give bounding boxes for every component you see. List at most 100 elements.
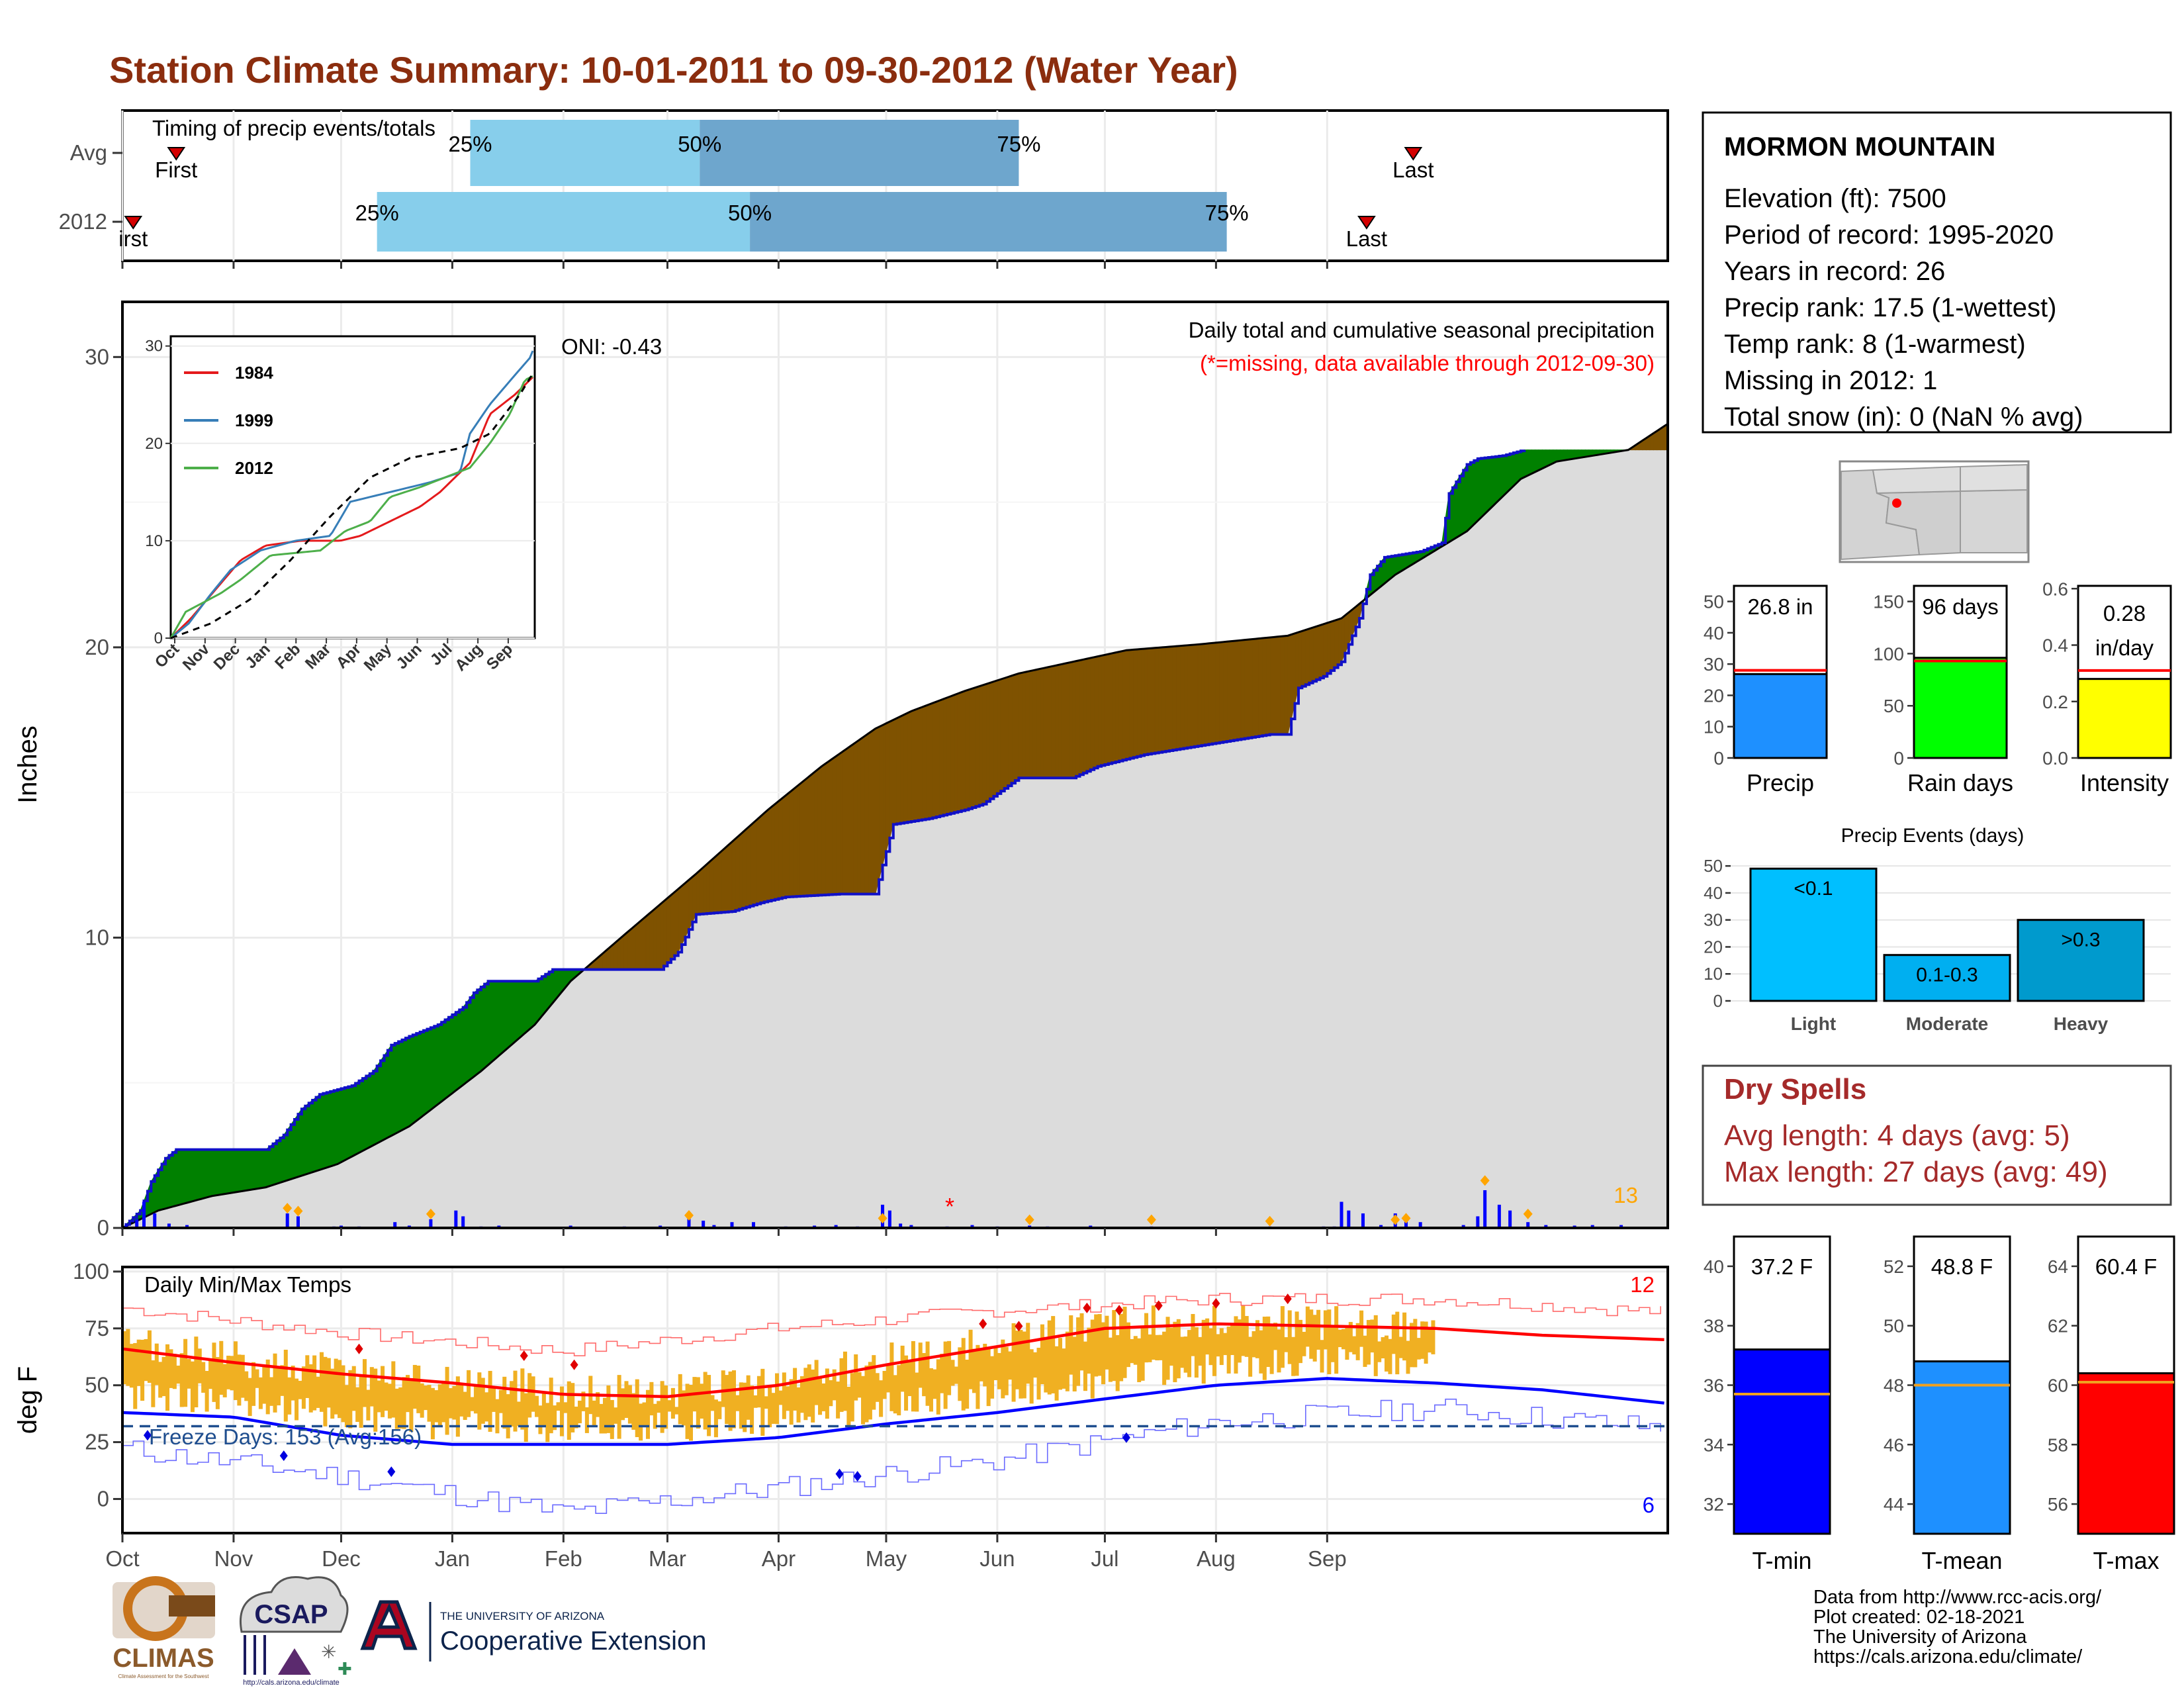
record-high-marker bbox=[1115, 1305, 1124, 1316]
deficit-segment bbox=[1187, 644, 1191, 749]
event-bar-label: 0.1-0.3 bbox=[1916, 964, 1978, 986]
deficit-segment bbox=[936, 700, 940, 818]
temp-range-bar bbox=[836, 1382, 841, 1419]
surplus-segment bbox=[208, 1149, 212, 1197]
temp-range-bar bbox=[1402, 1312, 1407, 1361]
temp-range-bar bbox=[212, 1342, 216, 1402]
surplus-segment bbox=[172, 1149, 177, 1207]
avg-tmin-line bbox=[122, 1377, 1664, 1446]
deficit-segment bbox=[1338, 618, 1342, 666]
surplus-segment bbox=[402, 1037, 406, 1131]
temperature-summary-bars: 32 34 36 38 40 37.2 F T-min 44 46 48 50 52 48.8 F T-m… bbox=[1704, 1235, 2175, 1574]
temp-range-bar bbox=[176, 1365, 181, 1384]
snow-event-marker bbox=[1024, 1214, 1034, 1225]
temp-bar-label: T-min bbox=[1752, 1547, 1812, 1574]
precip-bar bbox=[1379, 1225, 1383, 1228]
deficit-segment bbox=[943, 697, 948, 816]
surplus-segment bbox=[258, 1149, 263, 1189]
temp-range-bar bbox=[355, 1387, 360, 1422]
snow-event-marker bbox=[426, 1208, 435, 1219]
precip-bar bbox=[429, 1219, 433, 1228]
temp-range-bar bbox=[922, 1352, 927, 1397]
deficit-segment bbox=[1201, 643, 1206, 746]
deficit-segment bbox=[1058, 663, 1062, 778]
surplus-segment bbox=[459, 1006, 464, 1089]
first-event-label: First bbox=[155, 158, 197, 182]
deficit-segment bbox=[627, 927, 632, 970]
temp-range-bar bbox=[768, 1385, 772, 1428]
temp-range-bar bbox=[416, 1365, 421, 1413]
deficit-segment bbox=[921, 705, 927, 820]
surplus-segment bbox=[1535, 449, 1539, 473]
temp-range-bar bbox=[1370, 1319, 1375, 1353]
surplus-segment bbox=[193, 1149, 199, 1201]
temp-range-bar bbox=[538, 1405, 543, 1434]
surplus-segment bbox=[473, 989, 478, 1078]
month-label: Feb bbox=[545, 1546, 582, 1571]
temp-range-bar bbox=[1040, 1324, 1044, 1385]
surplus-segment bbox=[398, 1039, 403, 1133]
mini-y-tick-label: 10 bbox=[1704, 717, 1724, 737]
month-axis: Oct Nov Dec Jan Feb Mar Apr May Jun Jul Aug Sep bbox=[105, 261, 1347, 1571]
temp-range-bar bbox=[829, 1380, 833, 1407]
temp-range-bar bbox=[778, 1390, 783, 1405]
surplus-segment bbox=[362, 1075, 367, 1152]
snow-event-marker bbox=[878, 1213, 887, 1224]
surplus-segment bbox=[477, 986, 482, 1075]
deficit-segment bbox=[792, 786, 797, 897]
temp-range-bar bbox=[965, 1360, 970, 1409]
temp-range-bar bbox=[958, 1347, 962, 1401]
timing-title: Timing of precip events/totals bbox=[152, 116, 435, 140]
temp-range-bar bbox=[366, 1389, 371, 1421]
temp-range-bar bbox=[556, 1402, 561, 1411]
deficit-segment bbox=[1075, 659, 1081, 777]
surplus-segment bbox=[394, 1041, 399, 1135]
cold-days-count: 6 bbox=[1643, 1493, 1655, 1517]
inset-series-line bbox=[170, 350, 534, 639]
deficit-segment bbox=[1169, 646, 1173, 751]
deficit-segment bbox=[946, 696, 951, 815]
temp-y-tick-label: 48 bbox=[1884, 1376, 1904, 1396]
deficit-segment bbox=[1090, 657, 1095, 771]
snow-event-marker bbox=[283, 1203, 293, 1214]
deficit-segment bbox=[1047, 666, 1052, 778]
temp-range-bar bbox=[240, 1354, 245, 1398]
temp-range-bar bbox=[1130, 1338, 1134, 1364]
precip-bar bbox=[153, 1213, 157, 1228]
temp-range-bar bbox=[237, 1354, 242, 1406]
record-low-line bbox=[122, 1398, 1661, 1514]
temp-range-bar bbox=[1148, 1334, 1152, 1362]
temp-range-bar bbox=[122, 1331, 127, 1385]
temp-range-bar bbox=[369, 1367, 374, 1407]
deficit-segment bbox=[739, 831, 743, 910]
deficit-segment bbox=[857, 737, 862, 895]
record-high-marker bbox=[570, 1359, 578, 1370]
events-y-tick-label: 20 bbox=[1704, 937, 1723, 957]
surplus-segment bbox=[513, 980, 518, 1045]
climas-logo-text: CLIMAS bbox=[113, 1644, 214, 1673]
temp-range-bar bbox=[427, 1385, 432, 1422]
surplus-segment bbox=[377, 1059, 381, 1144]
temp-range-bar bbox=[735, 1395, 740, 1411]
temp-range-bar bbox=[190, 1361, 195, 1413]
temp-range-bar bbox=[1391, 1314, 1396, 1354]
temp-range-bar bbox=[570, 1383, 575, 1432]
event-category-label: Heavy bbox=[2054, 1013, 2109, 1034]
temp-y-axis: 0 25 50 75 100 bbox=[73, 1259, 122, 1511]
surplus-segment bbox=[451, 1011, 457, 1094]
temp-range-bar bbox=[1126, 1322, 1130, 1368]
temp-range-bar bbox=[1251, 1331, 1256, 1358]
temp-y-tick-label: 40 bbox=[1704, 1256, 1724, 1277]
deficit-segment bbox=[1283, 635, 1289, 735]
deficit-segment bbox=[1068, 661, 1073, 778]
temp-range-bar bbox=[1309, 1309, 1314, 1359]
deficit-segment bbox=[1108, 653, 1113, 765]
mini-y-tick-label: 30 bbox=[1704, 654, 1724, 675]
deficit-segment bbox=[799, 780, 804, 897]
temp-range-bar bbox=[1198, 1336, 1203, 1366]
temp-range-bar bbox=[918, 1342, 923, 1388]
deficit-segment bbox=[950, 694, 955, 814]
deficit-segment bbox=[1004, 676, 1009, 790]
deficit-segment bbox=[717, 851, 722, 914]
precip-bar bbox=[185, 1225, 189, 1228]
